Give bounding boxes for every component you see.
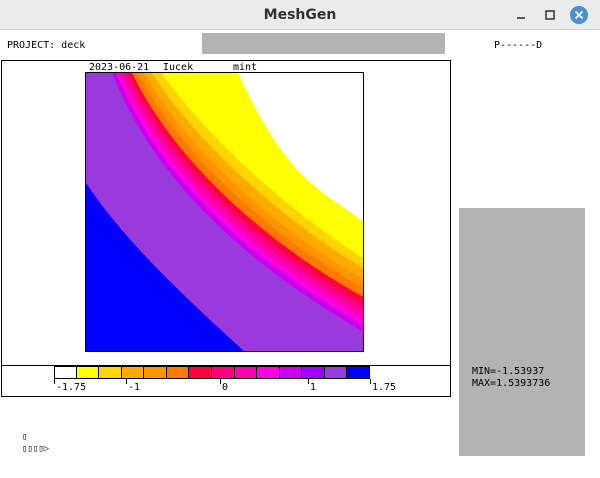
legend-swatch	[234, 366, 258, 379]
status-bar	[202, 33, 445, 54]
minimize-button[interactable]	[511, 5, 531, 25]
legend-tick-mark	[370, 379, 371, 384]
plot-field: mint	[233, 62, 258, 73]
plot-date: 2023-06-21	[89, 62, 150, 73]
legend-ticks: -1.75 -1 0 1 1.75	[0, 379, 450, 397]
legend-swatch	[54, 366, 77, 379]
close-button[interactable]	[569, 5, 589, 25]
legend-tick-label: 1	[310, 382, 317, 393]
console-prompt[interactable]: ▯▯▯▯▷	[22, 444, 50, 454]
legend-tick-label: 0	[222, 382, 229, 393]
color-legend	[54, 366, 370, 379]
legend-swatch	[76, 366, 100, 379]
legend-swatch	[347, 366, 370, 379]
legend-swatch	[121, 366, 145, 379]
legend-swatch	[302, 366, 325, 379]
max-value: MAX=1.5393736	[472, 378, 551, 389]
minimize-icon	[517, 17, 525, 19]
close-icon	[570, 6, 588, 24]
code-label: P------D	[494, 40, 543, 51]
legend-tick-label: -1	[128, 382, 141, 393]
legend-swatch	[212, 366, 235, 379]
legend-swatch	[279, 366, 303, 379]
window-title: MeshGen	[263, 7, 337, 23]
title-bar: MeshGen	[0, 0, 600, 30]
info-panel	[459, 208, 585, 456]
legend-tick-label: 1.75	[372, 382, 397, 393]
project-label: PROJECT: deck	[7, 40, 86, 51]
legend-swatch	[99, 366, 122, 379]
maximize-icon	[545, 10, 555, 20]
contour-image	[86, 73, 363, 351]
legend-tick-mark	[308, 379, 309, 384]
plot-user: Iucek	[163, 62, 194, 73]
legend-swatch	[144, 366, 167, 379]
contour-plot[interactable]	[85, 72, 364, 352]
legend-swatch	[324, 366, 348, 379]
console-line-1: ▯	[22, 432, 28, 442]
legend-swatch	[166, 366, 190, 379]
legend-tick-mark	[126, 379, 127, 384]
legend-tick-mark	[54, 379, 55, 384]
min-value: MIN=-1.53937	[472, 366, 545, 377]
maximize-button[interactable]	[540, 5, 560, 25]
legend-tick-label: -1.75	[56, 382, 87, 393]
legend-tick-mark	[220, 379, 221, 384]
legend-swatch	[257, 366, 280, 379]
legend-swatch	[189, 366, 212, 379]
